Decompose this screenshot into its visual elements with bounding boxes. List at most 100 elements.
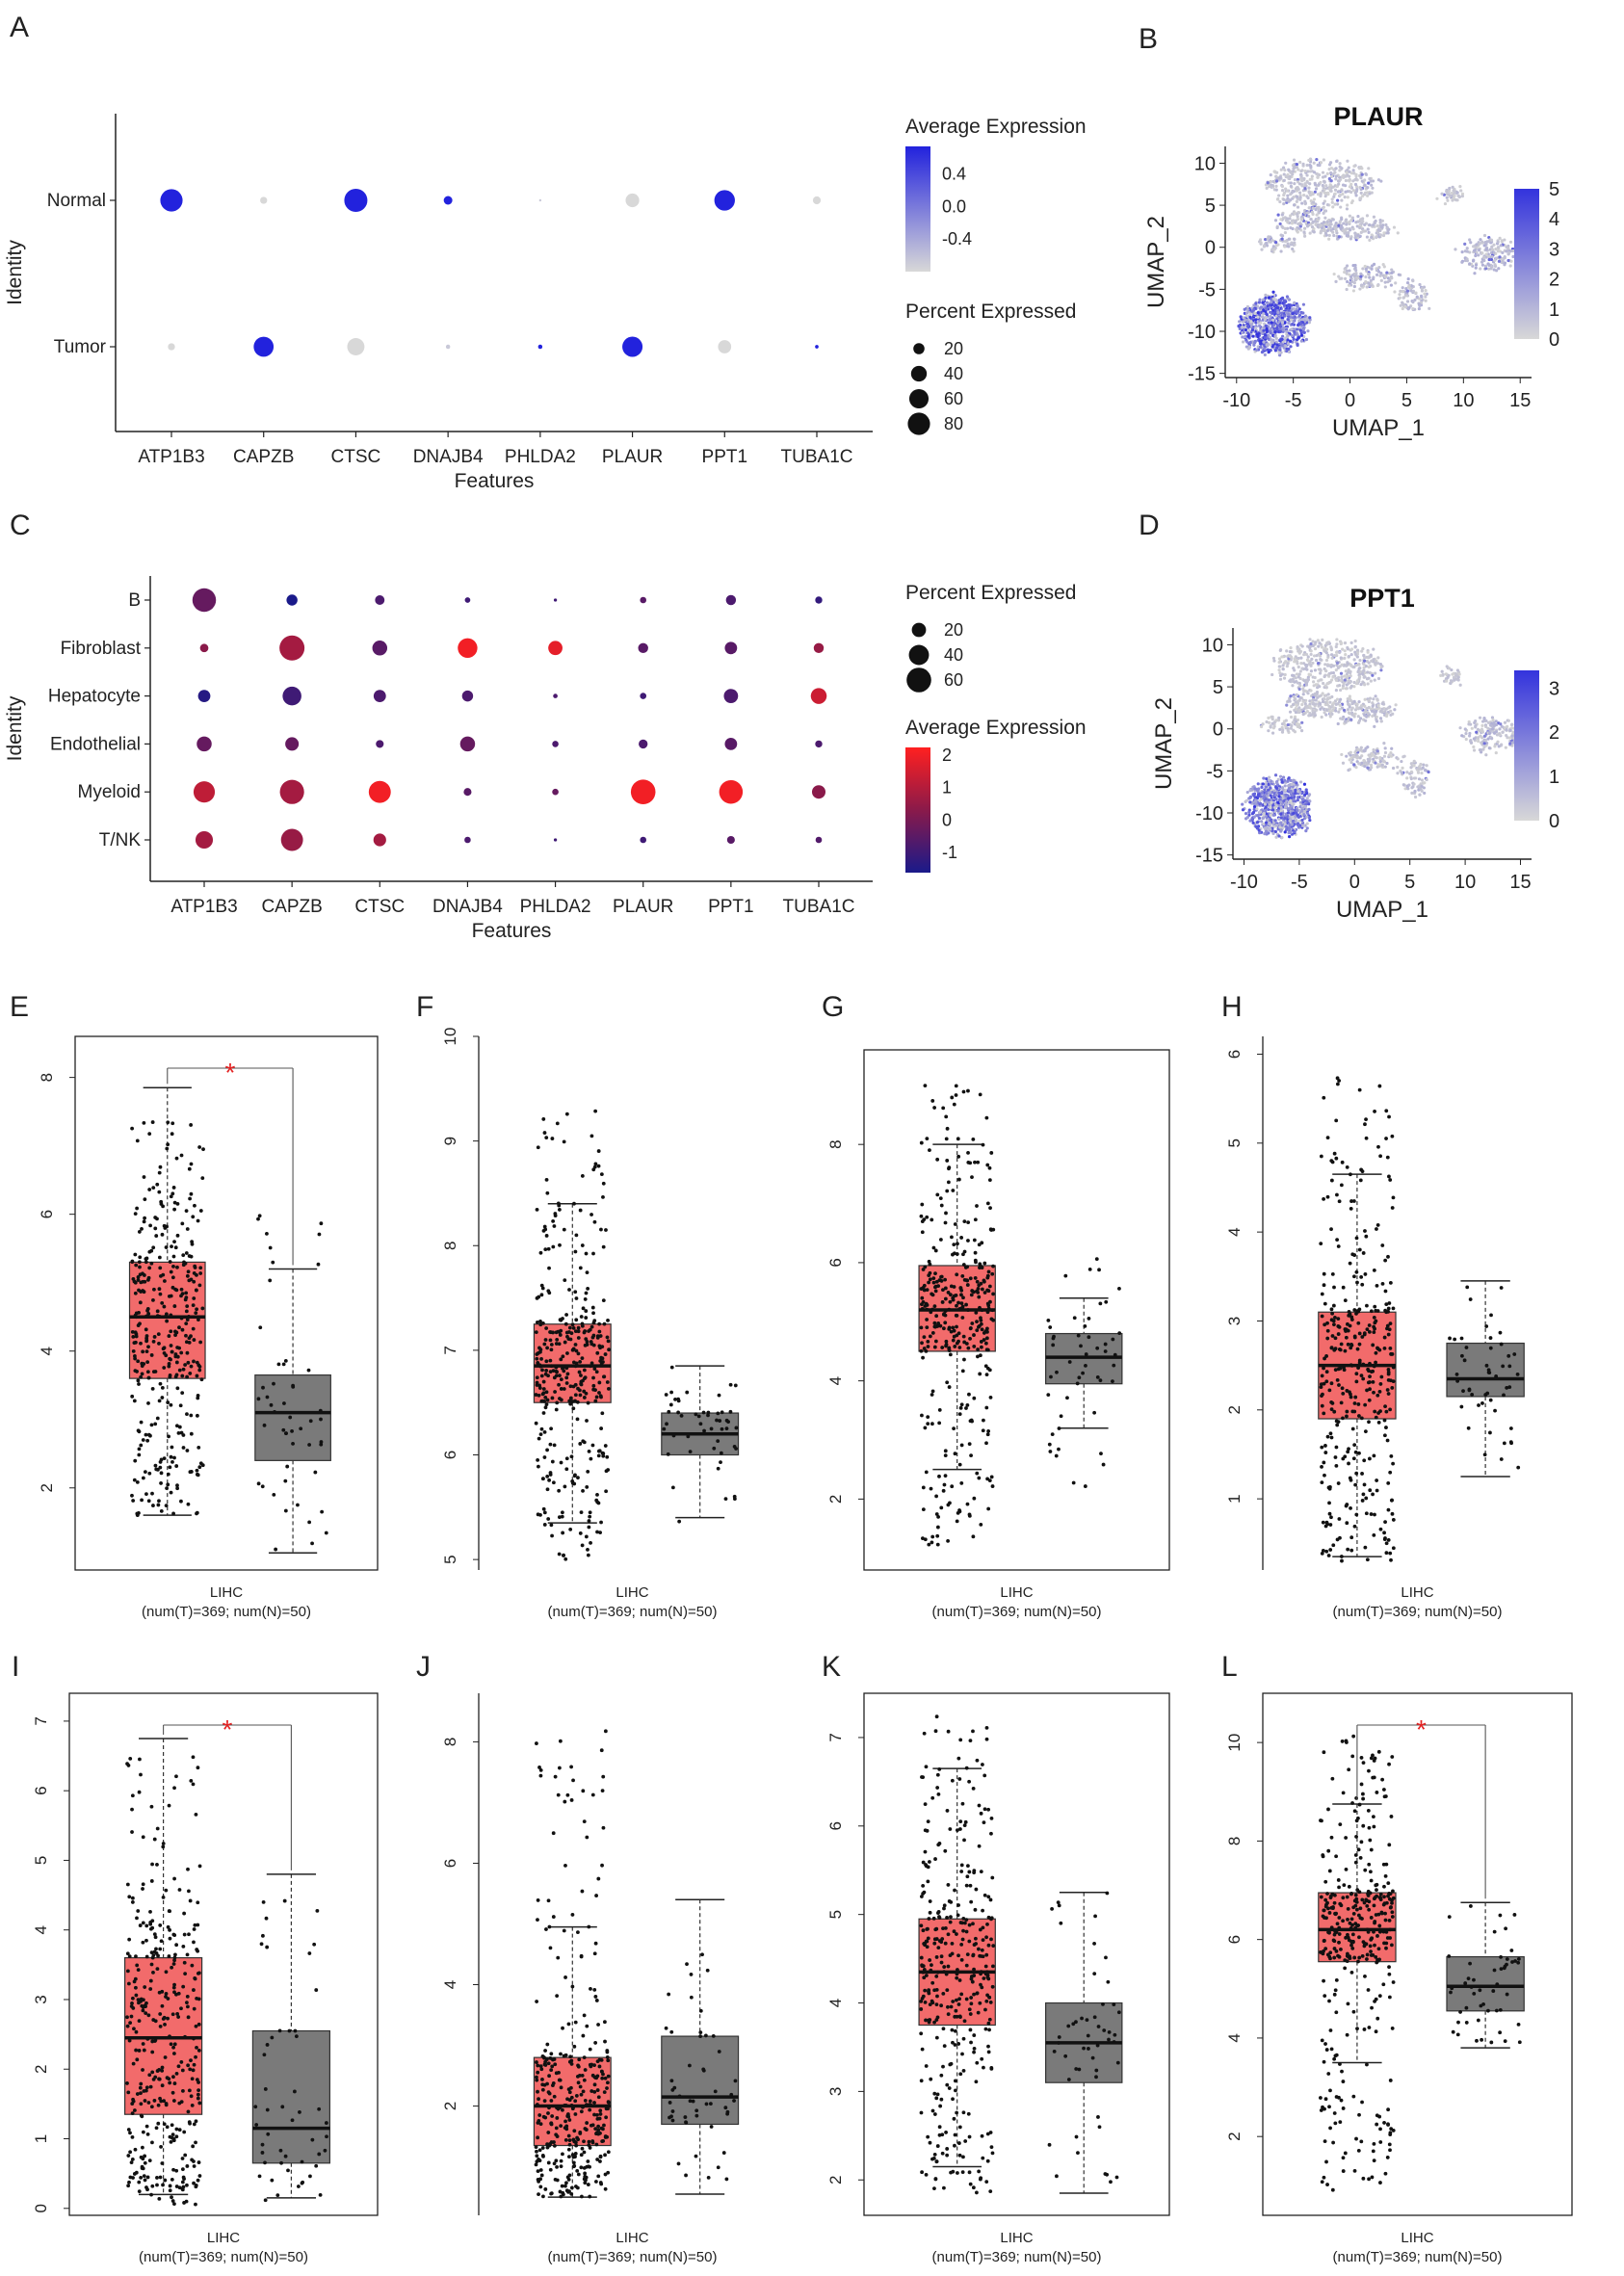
umap-cell — [1369, 679, 1373, 683]
umap-cell — [1310, 210, 1315, 214]
data-point — [587, 1519, 591, 1523]
data-point — [137, 1429, 142, 1434]
umap-cell — [1359, 284, 1364, 288]
umap-cell — [1286, 722, 1290, 727]
data-point — [574, 1296, 579, 1300]
umap-cell — [1356, 670, 1360, 674]
data-point — [564, 1375, 569, 1380]
data-point — [187, 1166, 192, 1171]
umap-cell — [1336, 198, 1340, 202]
umap-cell — [1300, 798, 1305, 801]
data-point — [283, 1358, 288, 1363]
umap-cell — [1273, 794, 1278, 798]
umap-cell — [1354, 748, 1358, 753]
umap-cell — [1381, 759, 1385, 763]
umap-cell — [1330, 653, 1334, 657]
data-point — [136, 1359, 141, 1364]
umap-cell — [1265, 343, 1269, 347]
data-point — [538, 1250, 543, 1255]
data-point — [593, 1399, 598, 1403]
dot-tuba1c-hepatocyte — [810, 688, 827, 704]
umap-cell — [1287, 776, 1291, 780]
data-point — [551, 1244, 556, 1249]
y-tick-label: 4 — [826, 1376, 845, 1385]
umap-cell — [1378, 760, 1382, 764]
data-point — [709, 1426, 714, 1431]
umap-cell — [1321, 638, 1324, 641]
umap-cell — [1272, 170, 1276, 173]
umap-cell — [1322, 211, 1325, 215]
data-point — [166, 1400, 170, 1404]
umap-cell — [1270, 672, 1274, 677]
umap-cell — [1405, 771, 1409, 774]
data-point — [169, 1269, 173, 1274]
umap-cell — [1317, 208, 1322, 212]
umap-cell — [1289, 645, 1293, 650]
umap-cell — [1278, 348, 1282, 352]
color-legend-title: Average Expression — [905, 717, 1087, 739]
umap-cell — [1335, 638, 1339, 641]
umap-cell — [1289, 214, 1293, 218]
umap-cell — [1269, 827, 1272, 831]
dot-dnajb4-endothelial — [459, 736, 476, 752]
umap-cell — [1458, 184, 1462, 189]
umap-cell — [1287, 347, 1291, 352]
data-point — [561, 1530, 565, 1535]
umap-cell — [1274, 188, 1278, 192]
umap-cell — [1332, 168, 1336, 171]
umap-colorbar-label: 1 — [1549, 767, 1559, 788]
umap-cell — [1294, 710, 1297, 715]
umap-cell — [1298, 669, 1302, 673]
data-point — [688, 1450, 693, 1454]
data-point — [151, 1297, 155, 1302]
umap-cell — [1295, 672, 1299, 676]
size-legend-dot-60 — [908, 388, 930, 409]
umap-cell — [1497, 259, 1502, 263]
data-point — [154, 1234, 159, 1238]
data-point — [157, 1399, 162, 1403]
umap-cell — [1290, 334, 1295, 338]
umap-cell — [1297, 824, 1300, 827]
dot-tuba1c-tnk — [815, 836, 823, 844]
size-legend-label-40: 40 — [944, 364, 963, 383]
umap-cell — [1356, 720, 1361, 724]
umap-cell — [1337, 710, 1341, 714]
umap-cell — [1295, 693, 1298, 696]
data-point — [568, 1527, 573, 1531]
umap-cell — [1343, 267, 1347, 271]
umap-cell — [1290, 219, 1295, 222]
umap-cell — [1269, 173, 1272, 177]
umap-cell — [1390, 271, 1394, 275]
umap-cell — [1301, 162, 1305, 166]
umap-x-tick-label: -5 — [1291, 872, 1308, 893]
umap-cell — [1374, 671, 1377, 675]
umap-cell — [1318, 173, 1322, 177]
umap-cell — [1288, 827, 1292, 831]
umap-cell — [1335, 642, 1339, 646]
data-point — [588, 1514, 592, 1519]
data-point — [586, 1553, 590, 1557]
umap-cell — [1505, 733, 1508, 738]
umap-cell — [1287, 835, 1292, 839]
umap-cell — [1315, 157, 1319, 162]
umap-cell — [1310, 174, 1314, 178]
dot-atp1b3-hepatocyte — [197, 690, 211, 702]
data-point — [554, 1330, 559, 1335]
umap-cell — [1368, 757, 1372, 761]
data-point — [174, 1464, 179, 1468]
umap-title: PLAUR — [1334, 102, 1424, 131]
y-tick-label-tnk: T/NK — [99, 830, 142, 850]
data-point — [666, 1452, 670, 1456]
data-point — [582, 1440, 587, 1445]
color-legend-label--1: -1 — [942, 843, 957, 862]
umap-cell — [1260, 315, 1265, 319]
data-point — [162, 1279, 167, 1283]
umap-cell — [1375, 235, 1378, 239]
umap-cell — [1298, 684, 1302, 688]
umap-cell — [1244, 318, 1247, 322]
data-point — [728, 1409, 733, 1414]
umap-cell — [1409, 776, 1413, 781]
umap-cell — [1371, 673, 1375, 677]
dot-phlda2-b — [553, 598, 558, 602]
umap-cell — [1306, 329, 1310, 333]
